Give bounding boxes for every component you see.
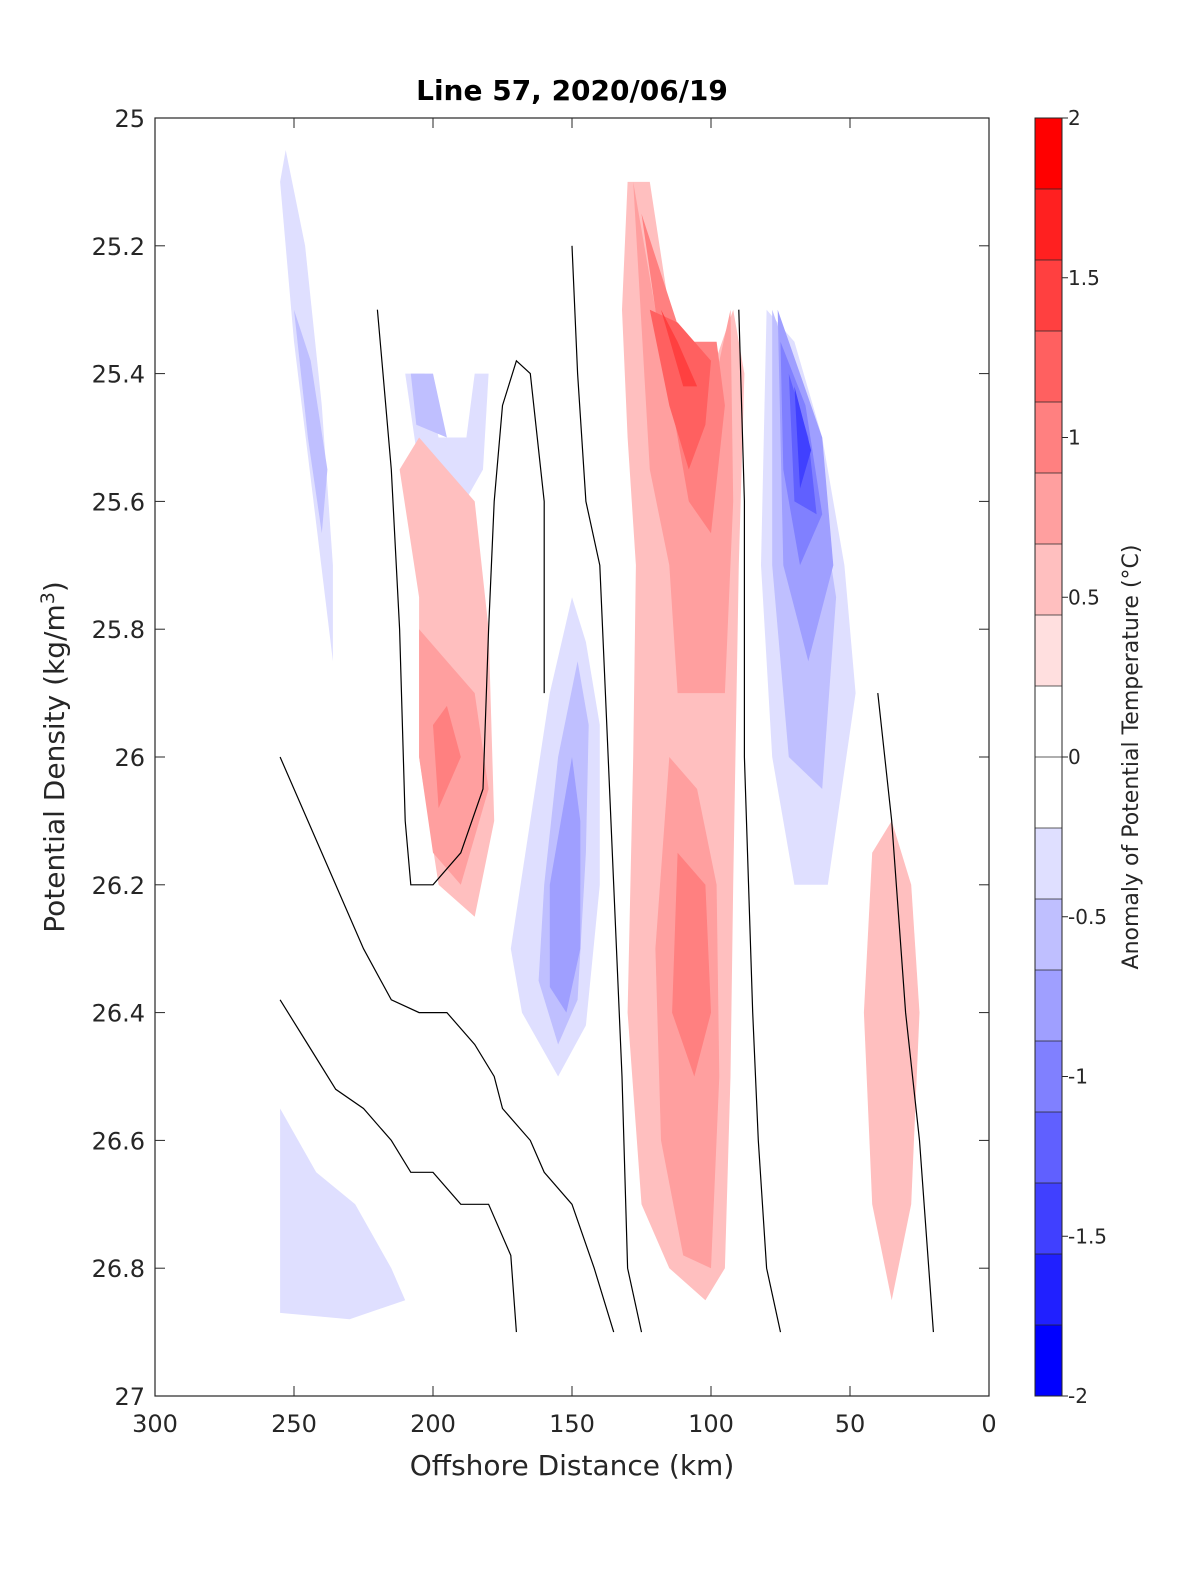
contour-line-5 bbox=[376, 309, 545, 886]
colorbar-swatch bbox=[1035, 118, 1062, 190]
colorbar-tick-label: -1.5 bbox=[1068, 1224, 1107, 1248]
y-tick-label: 25.2 bbox=[92, 233, 145, 261]
y-tick-label: 26.6 bbox=[92, 1127, 145, 1155]
x-tick-label: 100 bbox=[688, 1410, 734, 1438]
y-tick-label: 26.2 bbox=[92, 872, 145, 900]
y-tick-label: 26.4 bbox=[92, 1000, 145, 1028]
colorbar-label: Anomaly of Potential Temperature (°C) bbox=[1119, 545, 1144, 970]
contour-region-26 bbox=[433, 705, 461, 809]
x-tick-label: 300 bbox=[132, 1410, 178, 1438]
y-tick-label: 27 bbox=[114, 1383, 145, 1411]
colorbar-swatch bbox=[1035, 331, 1062, 403]
colorbar-tick-label: -2 bbox=[1068, 1384, 1088, 1408]
colorbar-swatch bbox=[1035, 544, 1062, 616]
contour-line-3 bbox=[738, 309, 782, 1333]
chart-title: Line 57, 2020/06/19 bbox=[416, 74, 728, 107]
plot-area: 300 250 200 150 100 50 0 25 25.2 25.4 25.6 25.8 26 26… bbox=[92, 105, 997, 1438]
colorbar-swatch bbox=[1035, 1041, 1062, 1113]
y-axis-label: Potential Density (kg/m3) bbox=[37, 581, 71, 933]
x-tick-label: 150 bbox=[549, 1410, 595, 1438]
colorbar-swatch bbox=[1035, 473, 1062, 545]
contour-line-layer bbox=[279, 245, 934, 1333]
y-tick-label: 25 bbox=[114, 105, 145, 133]
colorbar-ticks: 2 1.5 1 0.5 0 -0.5 -1 -1.5 -2 bbox=[1035, 106, 1107, 1408]
y-tick-label: 26 bbox=[114, 744, 145, 772]
colorbar-swatch bbox=[1035, 189, 1062, 261]
colorbar-swatch bbox=[1035, 402, 1062, 474]
contour-line-0 bbox=[279, 756, 615, 1333]
y-axis-label-superscript: 3 bbox=[37, 592, 59, 604]
y-tick-label: 25.4 bbox=[92, 361, 145, 389]
colorbar-tick-label: 1 bbox=[1068, 426, 1081, 450]
y-tick-label: 26.8 bbox=[92, 1255, 145, 1283]
colorbar-tick-label: 0.5 bbox=[1068, 585, 1100, 609]
axis-ticks: 300 250 200 150 100 50 0 25 25.2 25.4 25.6 25.8 26 26… bbox=[92, 105, 997, 1438]
y-axis-label-main: Potential Density (kg/m bbox=[38, 604, 71, 933]
colorbar-tick-label: 2 bbox=[1068, 106, 1081, 130]
contour-line-1 bbox=[279, 999, 517, 1333]
colorbar-swatch bbox=[1035, 1254, 1062, 1326]
colorbar-tick-label: 0 bbox=[1068, 745, 1081, 769]
contour-region-29 bbox=[280, 1108, 406, 1320]
colorbar-tick-label: -0.5 bbox=[1068, 905, 1107, 929]
colorbar-swatch bbox=[1035, 1325, 1062, 1397]
contour-line-2 bbox=[571, 245, 643, 1333]
x-tick-label: 0 bbox=[981, 1410, 996, 1438]
contour-region-2 bbox=[294, 309, 328, 534]
contour-region-21 bbox=[661, 309, 698, 387]
colorbar-swatch bbox=[1035, 1112, 1062, 1184]
contour-region-9 bbox=[549, 757, 581, 1013]
colorbar-swatch bbox=[1035, 615, 1062, 687]
colorbar-tick-label: -1 bbox=[1068, 1065, 1088, 1089]
contour-region-27 bbox=[863, 820, 920, 1301]
colorbar-swatch bbox=[1035, 899, 1062, 971]
colorbar-swatch bbox=[1035, 828, 1062, 900]
colorbar: 2 1.5 1 0.5 0 -0.5 -1 -1.5 -2 Anomaly of Potenti… bbox=[1034, 106, 1144, 1408]
y-tick-label: 25.6 bbox=[92, 488, 145, 516]
colorbar-swatches bbox=[1035, 118, 1062, 1397]
colorbar-swatch bbox=[1035, 757, 1062, 829]
colorbar-swatch bbox=[1035, 260, 1062, 332]
contour-region-20 bbox=[649, 309, 711, 470]
x-tick-label: 250 bbox=[271, 1410, 317, 1438]
colorbar-swatch bbox=[1035, 1183, 1062, 1255]
colorbar-swatch bbox=[1035, 970, 1062, 1042]
contour-region-23 bbox=[672, 852, 711, 1077]
y-tick-label: 25.8 bbox=[92, 616, 145, 644]
x-tick-label: 50 bbox=[835, 1410, 866, 1438]
x-axis-label: Offshore Distance (km) bbox=[410, 1449, 735, 1482]
y-axis-label-end: ) bbox=[38, 581, 71, 592]
colorbar-swatch bbox=[1035, 686, 1062, 758]
colorbar-tick-label: 1.5 bbox=[1068, 266, 1100, 290]
contour-region-0 bbox=[280, 118, 447, 949]
contour-region-5 bbox=[410, 373, 447, 438]
contour-region-16 bbox=[794, 386, 812, 489]
x-tick-label: 200 bbox=[410, 1410, 456, 1438]
contour-line-4 bbox=[877, 693, 934, 1333]
